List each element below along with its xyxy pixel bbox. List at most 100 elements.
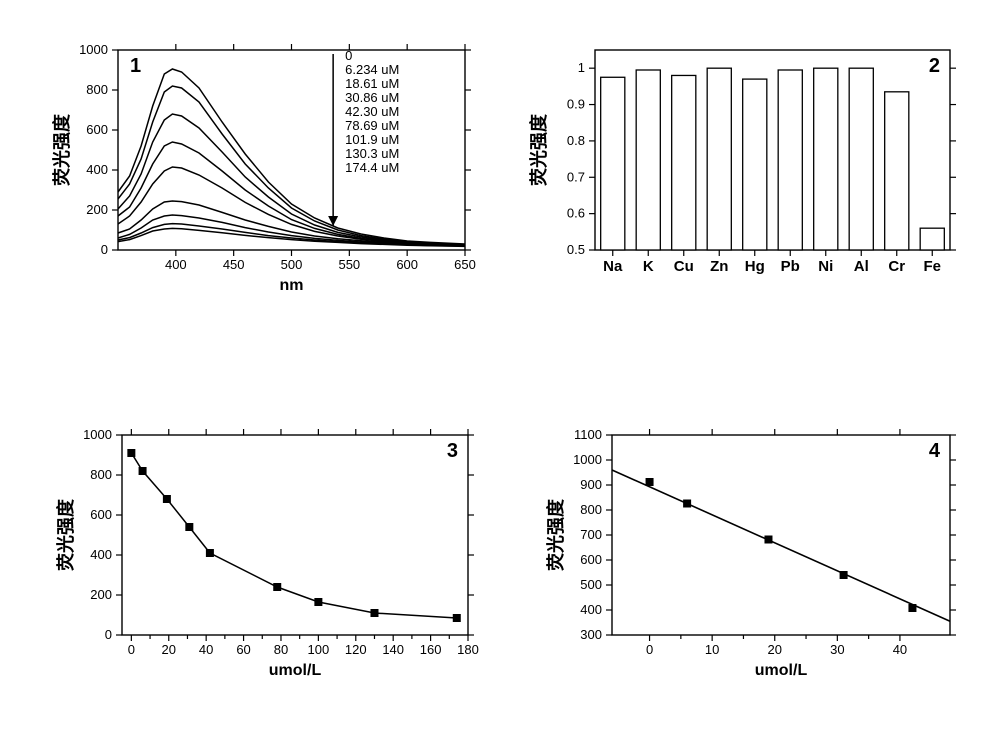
legend-item: 18.61 uM bbox=[345, 76, 399, 91]
x-tick-label: 160 bbox=[420, 642, 442, 657]
y-tick-label: 0.5 bbox=[567, 242, 585, 257]
panel-2-selectivity-bars: 0.50.60.70.80.91荧光强度NaKCuZnHgPbNiAlCrFe2 bbox=[520, 25, 970, 305]
x-tick-label: 120 bbox=[345, 642, 367, 657]
category-label: Pb bbox=[781, 258, 800, 275]
y-tick-label: 1000 bbox=[573, 452, 602, 467]
legend-item: 130.3 uM bbox=[345, 146, 399, 161]
spectrum-curve bbox=[118, 69, 465, 244]
x-tick-label: 550 bbox=[338, 257, 360, 272]
panel1-svg: 02004006008001000荧光强度400450500550600650n… bbox=[40, 25, 490, 305]
category-label: Ni bbox=[818, 258, 833, 275]
bar bbox=[849, 68, 873, 250]
bar bbox=[885, 92, 909, 250]
x-tick-label: 30 bbox=[830, 642, 844, 657]
category-label: Na bbox=[603, 258, 623, 275]
x-tick-label: 60 bbox=[236, 642, 250, 657]
x-tick-label: 40 bbox=[199, 642, 213, 657]
plot-frame bbox=[122, 435, 468, 635]
legend-item: 174.4 uM bbox=[345, 160, 399, 175]
bar bbox=[707, 68, 731, 250]
panel-3-quenching-curve: 02004006008001000荧光强度0204060801001201401… bbox=[40, 410, 490, 700]
y-tick-label: 700 bbox=[580, 527, 602, 542]
category-label: K bbox=[643, 258, 654, 275]
x-axis-label: umol/L bbox=[755, 662, 808, 679]
panel-number-1: 1 bbox=[130, 55, 141, 77]
category-label: Al bbox=[854, 258, 869, 275]
legend-item: 78.69 uM bbox=[345, 118, 399, 133]
y-tick-label: 1000 bbox=[79, 42, 108, 57]
y-tick-label: 0.9 bbox=[567, 97, 585, 112]
bar bbox=[743, 79, 767, 250]
x-tick-label: 100 bbox=[308, 642, 330, 657]
y-tick-label: 800 bbox=[580, 502, 602, 517]
x-tick-label: 20 bbox=[768, 642, 782, 657]
y-axis-label: 荧光强度 bbox=[528, 113, 549, 186]
x-tick-label: 400 bbox=[165, 257, 187, 272]
x-tick-label: 20 bbox=[162, 642, 176, 657]
panel-number: 3 bbox=[447, 440, 458, 462]
data-marker bbox=[206, 550, 213, 557]
x-tick-label: 140 bbox=[382, 642, 404, 657]
y-tick-label: 400 bbox=[90, 547, 112, 562]
y-axis-label: 荧光强度 bbox=[55, 498, 76, 571]
y-tick-label: 600 bbox=[580, 552, 602, 567]
data-marker bbox=[646, 479, 653, 486]
legend-item: 42.30 uM bbox=[345, 104, 399, 119]
x-tick-label: 650 bbox=[454, 257, 476, 272]
legend-item: 0 bbox=[345, 48, 352, 63]
category-label: Zn bbox=[710, 258, 728, 275]
y-tick-label: 900 bbox=[580, 477, 602, 492]
category-label: Cr bbox=[888, 258, 905, 275]
x-tick-label: 500 bbox=[281, 257, 303, 272]
y-tick-label: 0.8 bbox=[567, 133, 585, 148]
category-label: Hg bbox=[745, 258, 765, 275]
x-tick-label: 450 bbox=[223, 257, 245, 272]
bar bbox=[814, 68, 838, 250]
data-marker bbox=[128, 450, 135, 457]
data-marker bbox=[765, 536, 772, 543]
y-tick-label: 300 bbox=[580, 627, 602, 642]
spectrum-curve bbox=[118, 86, 465, 244]
panel-4-linear-fit: 30040050060070080090010001100荧光强度0102030… bbox=[520, 410, 970, 700]
y-tick-label: 800 bbox=[86, 82, 108, 97]
fit-line bbox=[612, 470, 950, 621]
y-tick-label: 200 bbox=[86, 202, 108, 217]
y-tick-label: 800 bbox=[90, 467, 112, 482]
y-axis-label: 荧光强度 bbox=[545, 498, 566, 571]
spectrum-curve bbox=[118, 142, 465, 245]
data-marker bbox=[139, 468, 146, 475]
panel-1-emission-spectra: 02004006008001000荧光强度400450500550600650n… bbox=[40, 25, 490, 305]
x-tick-label: 600 bbox=[396, 257, 418, 272]
data-marker bbox=[163, 496, 170, 503]
y-tick-label: 400 bbox=[580, 602, 602, 617]
y-axis-label: 荧光强度 bbox=[51, 113, 72, 186]
x-axis-label: umol/L bbox=[269, 662, 322, 679]
x-tick-label: 80 bbox=[274, 642, 288, 657]
y-tick-label: 600 bbox=[86, 122, 108, 137]
panel2-svg: 0.50.60.70.80.91荧光强度NaKCuZnHgPbNiAlCrFe2 bbox=[520, 25, 970, 305]
x-tick-label: 40 bbox=[893, 642, 907, 657]
data-marker bbox=[371, 610, 378, 617]
x-axis-label: nm bbox=[280, 277, 304, 294]
panel4-svg: 30040050060070080090010001100荧光强度0102030… bbox=[520, 410, 970, 700]
y-tick-label: 0 bbox=[105, 627, 112, 642]
spectrum-curve bbox=[118, 167, 465, 245]
category-label: Cu bbox=[674, 258, 694, 275]
x-tick-label: 0 bbox=[128, 642, 135, 657]
y-tick-label: 0.7 bbox=[567, 169, 585, 184]
bar bbox=[601, 77, 625, 250]
bar bbox=[636, 70, 660, 250]
panel-number: 4 bbox=[929, 440, 941, 462]
data-marker bbox=[453, 615, 460, 622]
data-marker bbox=[274, 584, 281, 591]
data-marker bbox=[186, 524, 193, 531]
panel-number-2: 2 bbox=[929, 55, 940, 77]
data-marker bbox=[840, 572, 847, 579]
y-tick-label: 1000 bbox=[83, 427, 112, 442]
bar bbox=[920, 228, 944, 250]
y-tick-label: 500 bbox=[580, 577, 602, 592]
legend-item: 6.234 uM bbox=[345, 62, 399, 77]
legend-item: 30.86 uM bbox=[345, 90, 399, 105]
x-tick-label: 180 bbox=[457, 642, 479, 657]
data-marker bbox=[684, 500, 691, 507]
